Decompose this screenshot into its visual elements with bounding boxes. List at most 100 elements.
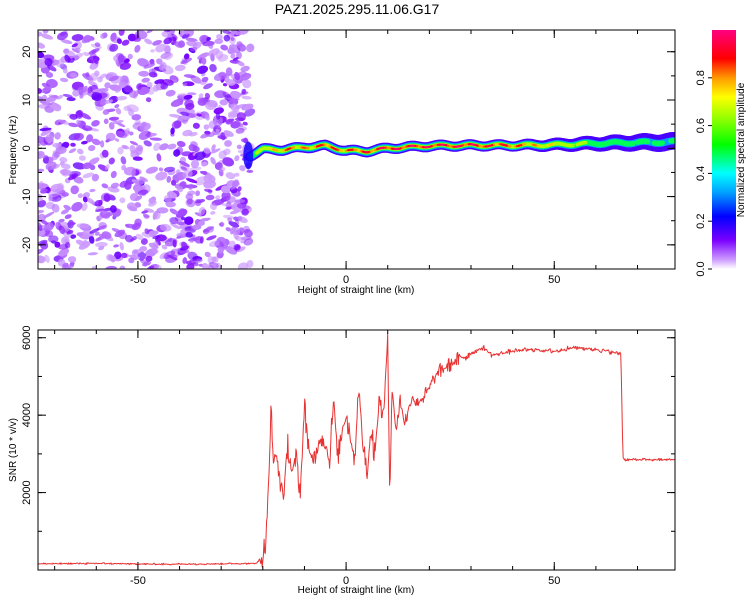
noise-blob — [145, 255, 153, 262]
noise-blob — [59, 77, 69, 83]
noise-blob — [67, 256, 77, 263]
noise-blob — [169, 217, 179, 225]
noise-blob — [145, 166, 159, 174]
noise-blob — [119, 197, 126, 204]
y-tick-label: 2000 — [21, 480, 33, 504]
noise-blob — [71, 43, 78, 48]
noise-blob — [208, 240, 221, 248]
noise-blob — [161, 244, 168, 250]
noise-blob — [181, 33, 190, 39]
noise-blob — [226, 196, 236, 204]
signal-trace-segment — [290, 146, 296, 149]
noise-blob — [185, 198, 196, 208]
noise-blob — [184, 30, 190, 35]
noise-blob — [185, 178, 198, 184]
noise-blob — [203, 124, 210, 130]
x-tick-label: -50 — [130, 575, 146, 587]
noise-blob — [77, 193, 83, 199]
noise-blob — [192, 122, 200, 129]
noise-blob — [78, 87, 84, 96]
noise-blob — [81, 202, 88, 212]
noise-blob — [115, 88, 121, 93]
noise-blob — [218, 167, 226, 172]
noise-blob — [230, 121, 241, 129]
noise-blob — [129, 192, 139, 202]
noise-blob — [207, 41, 214, 50]
snr-x-axis-label: Height of straight line (km) — [298, 585, 415, 596]
noise-blob — [233, 172, 240, 177]
noise-blob — [83, 34, 92, 43]
noise-blob — [146, 30, 154, 34]
noise-blob — [88, 48, 100, 55]
noise-blob — [51, 103, 62, 112]
noise-blob — [156, 83, 162, 88]
noise-blob — [56, 31, 69, 41]
noise-blob — [81, 140, 88, 145]
noise-blob — [203, 147, 211, 154]
noise-blob — [107, 186, 120, 193]
noise-blob — [183, 94, 193, 100]
noise-blob — [39, 188, 48, 194]
y-tick-label: 6000 — [21, 325, 33, 349]
noise-blob — [210, 156, 216, 165]
y-tick-label: 0 — [21, 145, 33, 151]
noise-blob — [236, 199, 246, 203]
snr-y-ticks: 2000 4000 6000 — [21, 325, 675, 571]
noise-blob — [99, 140, 105, 148]
noise-blob — [155, 58, 163, 65]
noise-blob — [215, 50, 224, 60]
noise-blob — [42, 30, 49, 34]
noise-blob — [204, 251, 211, 258]
noise-blob — [204, 130, 211, 135]
noise-blob — [187, 92, 197, 96]
noise-blob — [38, 229, 46, 237]
noise-blob — [182, 170, 193, 179]
noise-blob — [61, 39, 73, 45]
noise-blob — [91, 173, 99, 182]
noise-blob — [103, 207, 112, 212]
noise-blob — [88, 157, 100, 166]
noise-blob — [114, 104, 120, 109]
noise-blob — [114, 251, 122, 260]
y-tick-label: 4000 — [21, 403, 33, 427]
noise-blob — [239, 165, 246, 172]
noise-blob — [227, 217, 233, 223]
noise-blob — [63, 204, 72, 211]
noise-blob — [232, 227, 241, 236]
noise-blob — [242, 121, 248, 126]
noise-blob — [225, 79, 236, 86]
noise-blob — [236, 203, 247, 209]
noise-blob — [133, 90, 139, 99]
noise-blob — [93, 55, 99, 65]
noise-blob — [161, 65, 174, 75]
noise-blob — [148, 197, 155, 204]
noise-blob — [60, 209, 70, 215]
noise-blob — [121, 252, 128, 259]
noise-blob — [198, 207, 206, 216]
noise-blob — [144, 38, 153, 45]
snr-line — [38, 333, 675, 568]
noise-blob — [184, 228, 195, 232]
noise-blob — [76, 232, 84, 237]
noise-blob — [155, 43, 167, 53]
noise-blob — [62, 262, 69, 268]
noise-blob — [146, 265, 155, 269]
noise-blob — [115, 107, 122, 115]
noise-blob — [152, 241, 159, 248]
noise-blob — [210, 148, 221, 154]
noise-blob — [243, 238, 254, 246]
noise-blob — [143, 261, 148, 267]
noise-blob — [119, 81, 127, 89]
noise-blob — [174, 64, 186, 72]
noise-blob — [108, 116, 120, 121]
colorbar-tick-label: 0.6 — [695, 118, 707, 133]
noise-blob — [75, 239, 86, 246]
noise-blob — [54, 132, 61, 140]
noise-blob — [189, 239, 194, 243]
noise-blob — [227, 47, 235, 55]
noise-blob — [183, 53, 190, 60]
noise-blob — [44, 254, 50, 263]
snr-x-ticks: -50 0 50 — [54, 330, 639, 587]
snr-panel: -50 0 50 2000 4000 6000 Height of straight l… — [8, 325, 676, 596]
noise-blob — [141, 77, 150, 83]
